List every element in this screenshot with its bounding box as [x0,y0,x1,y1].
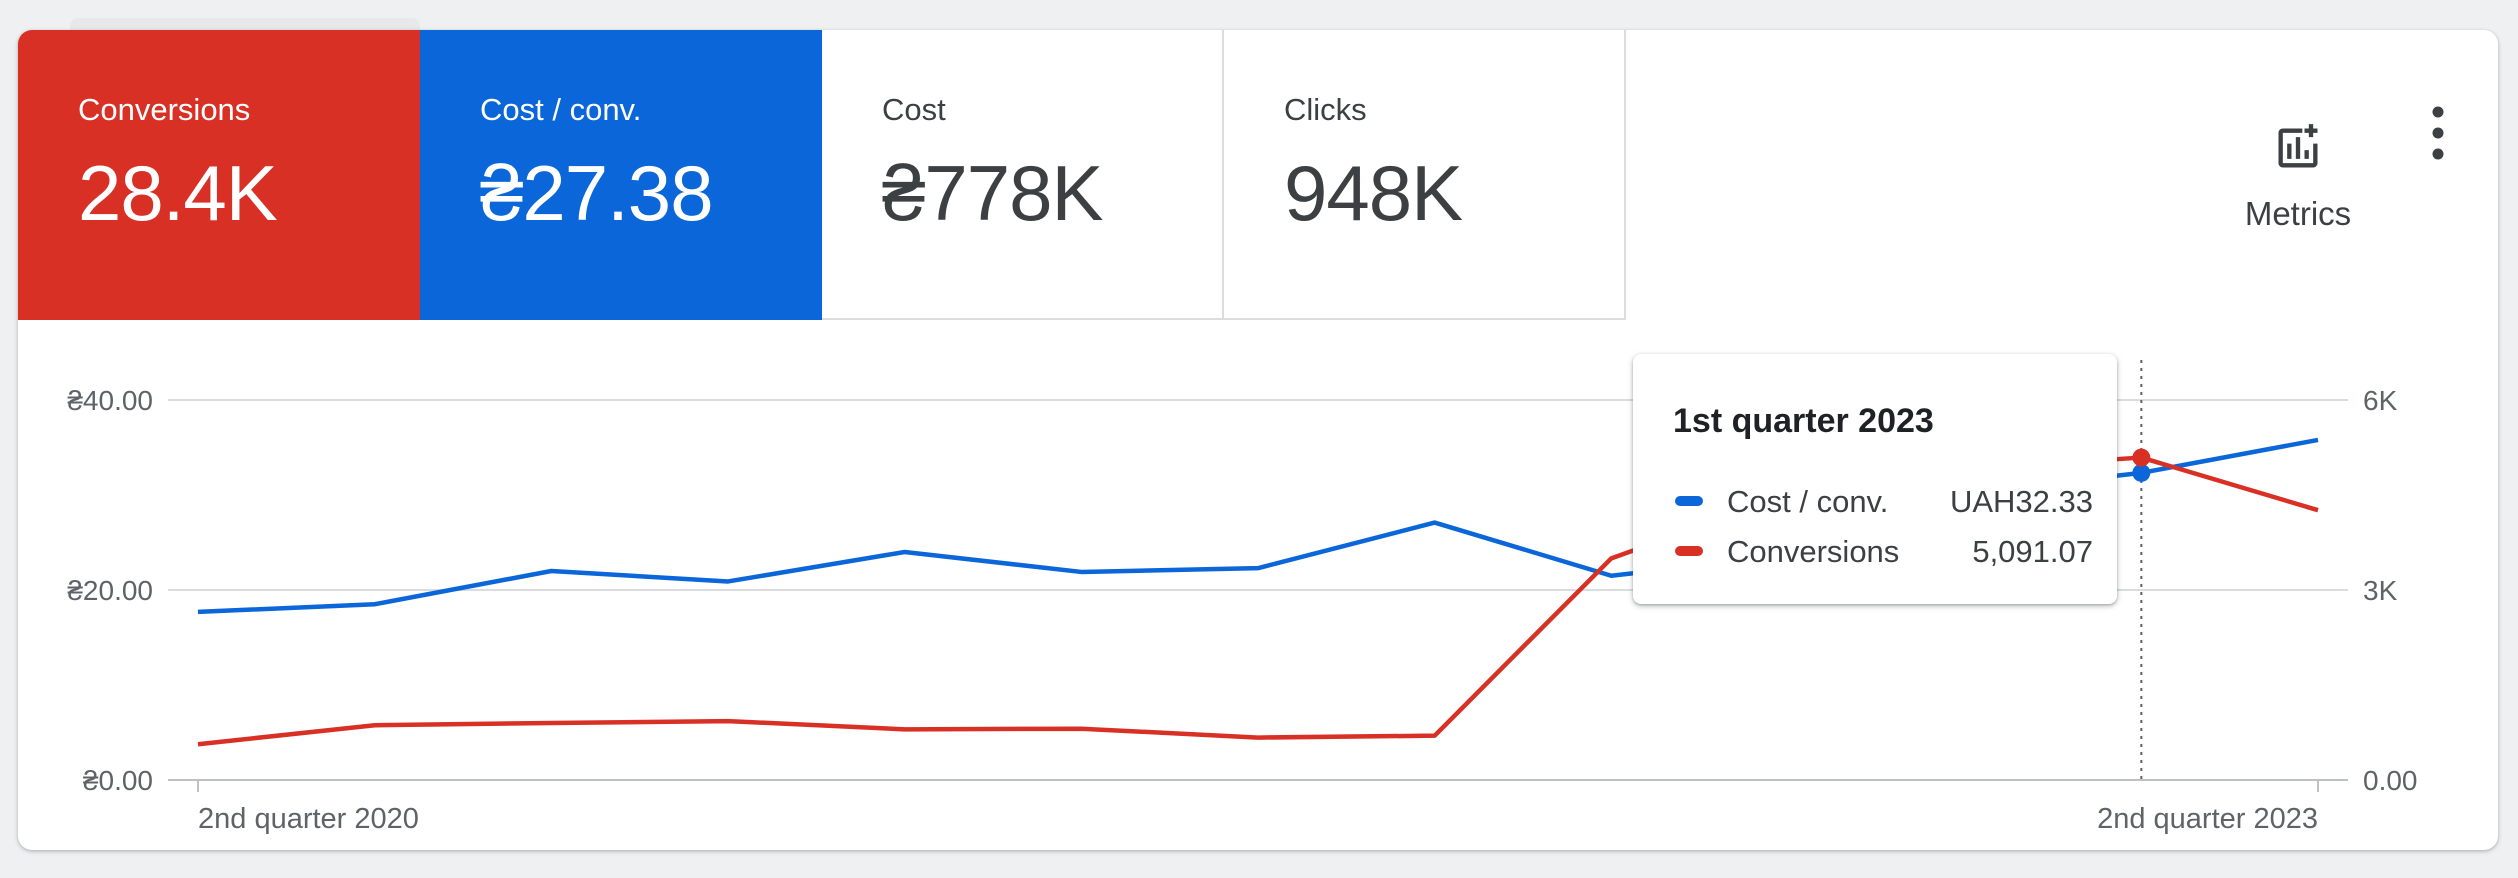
metrics-button[interactable]: Metrics [2218,90,2378,232]
tooltip-title: 1st quarter 2023 [1673,402,1934,440]
series-swatch [1675,546,1703,556]
scorecard-cost-per-conversion[interactable]: Cost / conv. ₴27.38 [420,30,822,320]
tooltip-row-name: Conversions [1727,534,1900,569]
scorecard-label: Cost / conv. [480,92,642,127]
performance-line-chart: ₴0.00 0.00 ₴20.00 3K ₴40.00 6K 2nd quarter 202… [67,360,2418,835]
background-card-edge [70,18,420,32]
series-swatch [1675,496,1703,506]
add-chart-icon [2278,124,2318,168]
scorecard-value: 948K [1284,149,1463,237]
scorecard-value: 28.4K [78,149,278,237]
scorecard-conversions[interactable]: Conversions 28.4K [18,30,420,320]
scorecard-value: ₴778K [882,149,1104,237]
y-right-tick-label: 0.00 [2363,765,2418,796]
y-left-tick-label: ₴20.00 [67,575,153,606]
more-vert-icon [2432,106,2444,160]
performance-card: Conversions 28.4K Cost / conv. ₴27.38 Co… [18,30,2498,850]
scorecard-value: ₴27.38 [480,149,714,237]
chart-tooltip: 1st quarter 2023 Cost / conv. UAH32.33 C… [1633,354,2117,604]
y-left-tick-label: ₴0.00 [83,765,153,796]
x-tick-label: 2nd quarter 2020 [198,803,419,835]
y-right-tick-label: 3K [2363,575,2398,606]
y-left-tick-label: ₴40.00 [67,385,153,416]
highlight-point [2132,463,2151,482]
tooltip-row-cost-per-conv: Cost / conv. UAH32.33 [1673,482,2093,522]
scorecard-label: Cost [882,92,946,127]
tooltip-row-value: UAH32.33 [1949,484,2093,519]
scorecard-label: Clicks [1284,92,1367,127]
metrics-label: Metrics [2244,195,2352,232]
scorecard-clicks[interactable]: Clicks 948K [1224,30,1626,320]
scorecard-cost[interactable]: Cost ₴778K [822,30,1224,320]
more-options-button[interactable] [2408,98,2468,168]
tooltip-row-value: 5,091.07 [1972,534,2093,569]
tooltip-row-name: Cost / conv. [1727,484,1889,519]
x-tick-label: 2nd quarter 2023 [2097,803,2318,835]
highlight-point [2132,448,2151,467]
y-right-tick-label: 6K [2363,385,2398,416]
scorecard-label: Conversions [78,92,251,127]
tooltip-row-conversions: Conversions 5,091.07 [1673,532,2093,572]
